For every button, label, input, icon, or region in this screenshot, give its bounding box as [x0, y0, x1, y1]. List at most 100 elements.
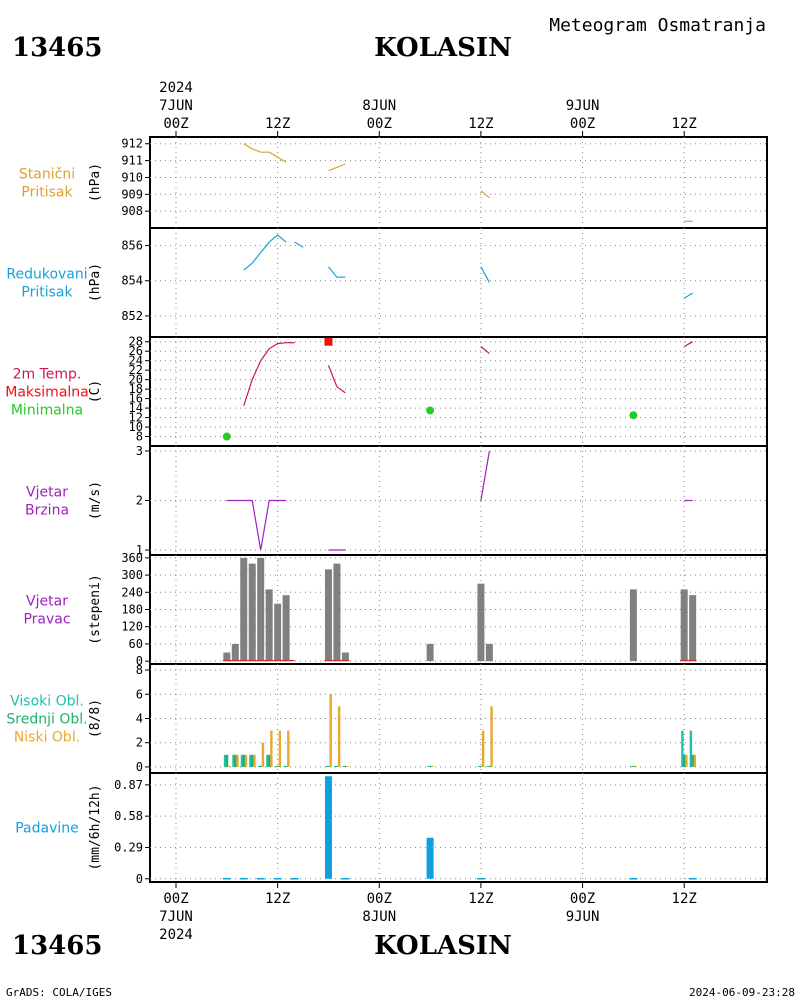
panel-frame-station_pressure — [149, 136, 768, 229]
y-tick-label: 1 — [136, 543, 143, 557]
panel-legend-label: Stanični — [19, 167, 75, 183]
time-label-top: 12Z — [672, 116, 697, 132]
wind-direction-bar — [689, 595, 697, 662]
date-label-top: 9JUN — [566, 98, 600, 114]
y-axis-label-precipitation: (mm/6h/12h) — [88, 784, 103, 870]
precipitation-bar — [426, 837, 434, 879]
cloud-bar-srednji-obl- — [683, 754, 686, 767]
panel-legend-label: Pritisak — [21, 185, 73, 201]
cloud-bar-srednji-obl- — [225, 754, 229, 767]
panel-legend-label: Maksimalna — [5, 385, 89, 401]
cloud-bar-visoki-obl- — [427, 765, 430, 767]
time-label-top: 00Z — [570, 116, 595, 132]
series-line-reduced_pressure — [480, 266, 490, 283]
time-label-bottom: 00Z — [163, 891, 188, 907]
y-tick-label: 180 — [121, 603, 143, 617]
station-id-bottom: 13465 — [12, 931, 102, 961]
y-tick-label: 8 — [136, 430, 143, 444]
time-label-top: 12Z — [265, 116, 290, 132]
series-line-station_pressure — [328, 163, 346, 172]
y-tick-label: 4 — [136, 712, 143, 726]
series-line-reduced_pressure — [683, 292, 694, 299]
y-tick-label: 360 — [121, 551, 143, 565]
y-axis-label-wind_speed: (m/s) — [88, 481, 103, 520]
axis-layer: 00Z 00Z 12Z 12Z 00Z 00Z 12Z 12Z 00Z 00Z 12Z 12Z 7JUN… — [5, 98, 697, 925]
y-tick-label: 854 — [121, 274, 143, 288]
y-tick-label: 2 — [136, 736, 143, 750]
y-tick-label: 0.29 — [114, 840, 143, 854]
min-temp-marker — [629, 411, 638, 420]
y-tick-label: 6 — [136, 687, 143, 701]
cloud-bar-srednji-obl- — [691, 754, 695, 767]
cloud-bar-visoki-obl- — [681, 730, 684, 767]
wind-direction-bar — [265, 589, 273, 662]
time-label-bottom: 00Z — [367, 891, 392, 907]
station-name-top: KOLASIN — [374, 33, 512, 63]
panel-legend-label: Pritisak — [21, 285, 73, 301]
cloud-bar-niski-obl- — [270, 730, 273, 767]
panel-legend-label: Niski Obl. — [14, 730, 80, 746]
y-tick-label: 18 — [129, 382, 143, 396]
time-label-bottom: 12Z — [468, 891, 493, 907]
y-tick-label: 8 — [136, 663, 143, 677]
cloud-bar-visoki-obl- — [223, 754, 227, 767]
min-temp-marker — [426, 406, 435, 415]
series-line-reduced_pressure — [243, 234, 287, 271]
y-tick-label: 912 — [121, 137, 143, 151]
cloud-bar-niski-obl- — [481, 730, 485, 767]
panel-legend-label: Pravac — [23, 612, 70, 628]
cloud-bar-niski-obl- — [634, 765, 637, 767]
year-bottom: 2024 — [159, 927, 193, 943]
wind-direction-bar — [274, 603, 282, 662]
panel-legend-label: Brzina — [25, 503, 69, 519]
panel-legend-label: Vjetar — [26, 485, 68, 501]
cloud-bar-niski-obl- — [287, 730, 290, 767]
y-axis-label-station_pressure: (hPa) — [88, 163, 103, 202]
cloud-bar-niski-obl- — [236, 754, 239, 767]
panel-legend-label: Redukovani — [6, 267, 87, 283]
wind-direction-bar — [629, 589, 637, 662]
y-axis-label-wind_direction: (stepeni) — [88, 574, 103, 644]
cloud-bar-srednji-obl- — [632, 765, 635, 767]
y-tick-label: 0 — [136, 760, 143, 774]
cloud-bar-niski-obl- — [253, 754, 256, 767]
series-line-reduced_pressure — [294, 241, 304, 248]
cloud-bar-visoki-obl- — [266, 754, 269, 767]
wind-direction-bar — [485, 643, 493, 662]
cloud-bar-srednji-obl- — [285, 765, 288, 767]
y-tick-label: 24 — [129, 354, 143, 368]
y-tick-label: 852 — [121, 309, 143, 323]
year-top: 2024 — [159, 80, 193, 96]
cloud-bar-niski-obl- — [346, 765, 349, 767]
cloud-bar-niski-obl- — [227, 765, 231, 767]
y-tick-label: 910 — [121, 170, 143, 184]
wind-direction-bar — [248, 563, 256, 662]
y-axis-label-clouds: (8/8) — [88, 699, 103, 738]
y-tick-label: 908 — [121, 204, 143, 218]
y-tick-label: 0 — [136, 872, 143, 886]
time-label-top: 00Z — [163, 116, 188, 132]
cloud-bar-srednji-obl- — [259, 765, 263, 767]
y-tick-label: 856 — [121, 239, 143, 253]
cloud-bar-visoki-obl- — [477, 765, 481, 767]
series-line-station_pressure — [243, 143, 287, 163]
y-tick-label: 0 — [136, 654, 143, 668]
y-tick-label: 26 — [129, 344, 143, 358]
wind-direction-bar — [333, 563, 341, 662]
series-line-station_pressure — [480, 190, 490, 199]
time-label-bottom: 12Z — [265, 891, 290, 907]
y-tick-label: 2 — [136, 494, 143, 508]
marks-layer — [222, 143, 697, 880]
series-line-temperature — [327, 365, 346, 394]
cloud-bar-visoki-obl- — [325, 765, 328, 767]
wind-direction-bar — [477, 583, 485, 662]
time-label-top: 12Z — [468, 116, 493, 132]
cloud-bar-srednji-obl- — [344, 765, 347, 767]
cloud-bar-srednji-obl- — [479, 765, 483, 767]
y-tick-label: 20 — [129, 373, 143, 387]
cloud-bar-niski-obl- — [329, 694, 332, 767]
cloud-bar-srednji-obl- — [234, 754, 237, 767]
station-id-top: 13465 — [12, 33, 102, 63]
y-tick-label: 10 — [129, 420, 143, 434]
